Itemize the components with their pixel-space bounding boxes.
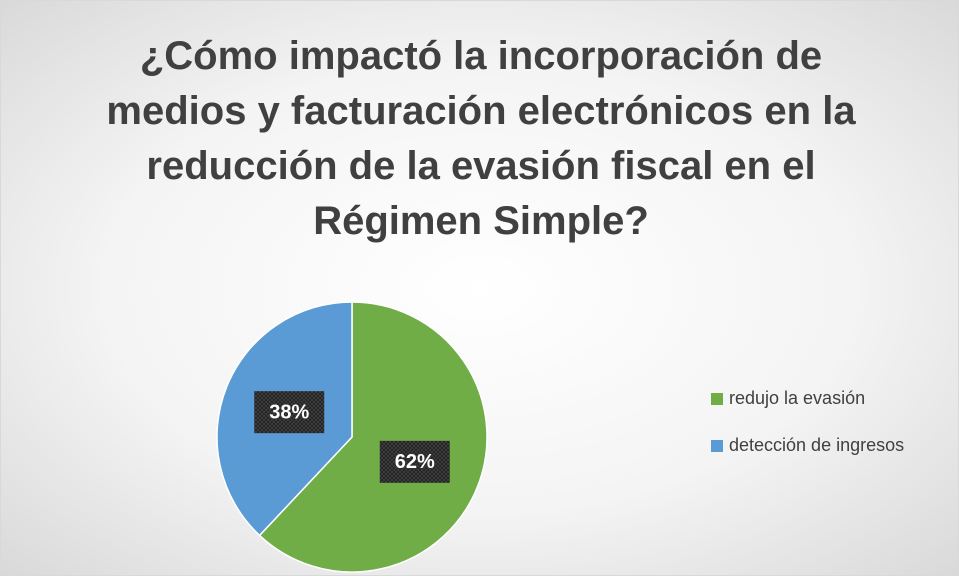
data-label: 62% <box>395 451 435 473</box>
legend-swatch <box>711 393 723 405</box>
chart-title: ¿Cómo impactó la incorporación de medios… <box>106 34 856 243</box>
data-label-box <box>379 440 450 483</box>
legend-label: redujo la evasión <box>729 388 865 408</box>
data-label: 38% <box>269 401 309 423</box>
legend-label: detección de ingresos <box>729 435 904 455</box>
pie-slice <box>258 301 488 573</box>
data-label-box <box>254 391 325 434</box>
legend-swatch <box>711 440 723 452</box>
